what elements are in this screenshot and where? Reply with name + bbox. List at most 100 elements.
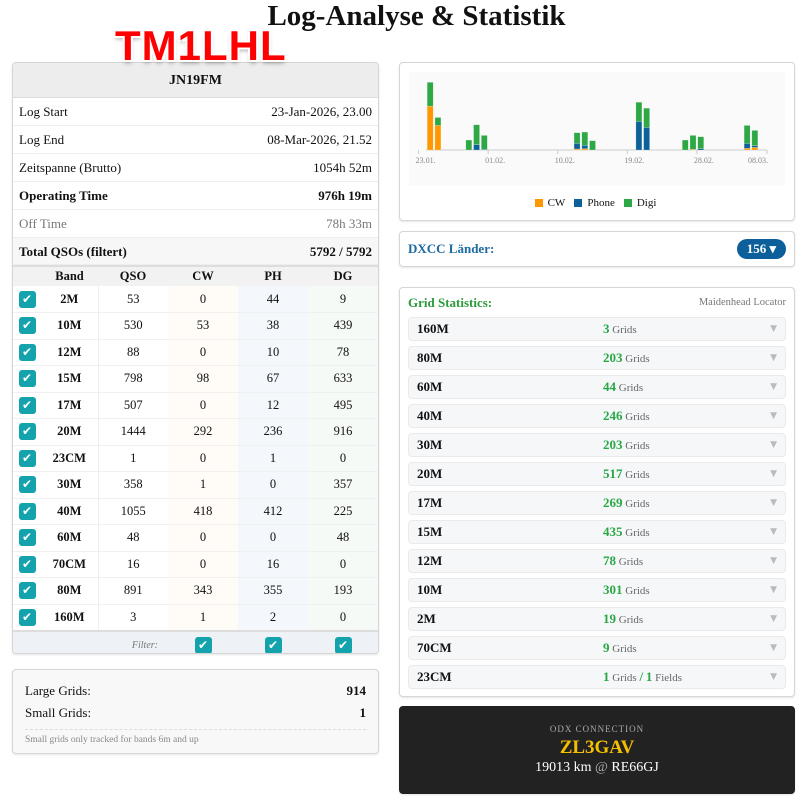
grid-band: 60M bbox=[417, 379, 443, 394]
band-cell-dg: 0 bbox=[308, 551, 378, 578]
band-cell-cw: 0 bbox=[168, 445, 238, 472]
band-cell-dg: 9 bbox=[308, 286, 378, 313]
grid-count: 203 bbox=[603, 350, 623, 365]
expand-arrow-icon[interactable]: ▼ bbox=[770, 614, 777, 624]
band-checkbox[interactable]: ✔ bbox=[18, 529, 36, 547]
band-cell-cw: 53 bbox=[168, 312, 238, 340]
dxcc-count-dropdown[interactable]: 156 ▾ bbox=[736, 239, 786, 259]
grid-unit: Grids bbox=[612, 672, 637, 684]
bar-phone bbox=[581, 145, 589, 149]
band-checkbox[interactable]: ✔ bbox=[18, 476, 36, 494]
grid-stat-item[interactable]: 30M 203 Grids ▼ bbox=[408, 433, 786, 457]
expand-arrow-icon[interactable]: ▼ bbox=[770, 527, 777, 537]
column-header: Band bbox=[41, 265, 98, 286]
band-cell-qso: 1 bbox=[98, 445, 168, 472]
grid-stat-item[interactable]: 40M 246 Grids ▼ bbox=[408, 404, 786, 428]
grid-band: 80M bbox=[417, 350, 443, 365]
expand-arrow-icon[interactable]: ▼ bbox=[770, 440, 777, 450]
expand-arrow-icon[interactable]: ▼ bbox=[770, 411, 777, 421]
summary-label: Log End bbox=[19, 132, 65, 147]
band-cell-qso: 358 bbox=[98, 471, 168, 499]
band-checkbox[interactable]: ✔ bbox=[18, 423, 36, 441]
band-cell-qso: 16 bbox=[98, 551, 168, 578]
grid-stat-item[interactable]: 17M 269 Grids ▼ bbox=[408, 491, 786, 515]
band-cell-dg: 439 bbox=[308, 312, 378, 340]
column-header: PH bbox=[238, 265, 308, 286]
band-cell-dg: 78 bbox=[308, 339, 378, 366]
summary-row: Log End 08-Mar-2026, 21.52 bbox=[13, 126, 378, 154]
band-cell-band: 12M bbox=[41, 339, 99, 366]
grid-count: 1 bbox=[603, 669, 610, 684]
expand-arrow-icon[interactable]: ▼ bbox=[770, 353, 777, 363]
band-row: ✔ 23CM 1 0 1 0 bbox=[13, 445, 378, 472]
summary-label: Operating Time bbox=[19, 188, 108, 203]
grid-stat-item[interactable]: 70CM 9 Grids ▼ bbox=[408, 636, 786, 660]
x-tick-label: 28.02. bbox=[694, 156, 714, 165]
filter-digi-checkbox[interactable]: ✔ bbox=[334, 636, 352, 653]
x-tick-label: 10.02. bbox=[555, 156, 575, 165]
bar-cw bbox=[426, 105, 434, 151]
legend-label: Digi bbox=[636, 197, 657, 209]
band-cell-qso: 3 bbox=[98, 604, 168, 631]
summary-row: Log Start 23-Jan-2026, 23.00 bbox=[13, 98, 378, 126]
band-checkbox[interactable]: ✔ bbox=[18, 370, 36, 388]
band-checkbox[interactable]: ✔ bbox=[18, 290, 36, 308]
legend-item[interactable]: Digi bbox=[623, 197, 660, 209]
expand-arrow-icon[interactable]: ▼ bbox=[770, 643, 777, 653]
expand-arrow-icon[interactable]: ▼ bbox=[770, 672, 777, 682]
filter-phone-checkbox[interactable]: ✔ bbox=[264, 636, 282, 653]
legend-item[interactable]: CW bbox=[534, 197, 569, 209]
band-cell-dg: 225 bbox=[308, 498, 378, 525]
expand-arrow-icon[interactable]: ▼ bbox=[770, 469, 777, 479]
field-count: 1 bbox=[645, 669, 653, 684]
grid-separator: / bbox=[639, 669, 644, 684]
grid-stat-item[interactable]: 20M 517 Grids ▼ bbox=[408, 462, 786, 486]
expand-arrow-icon[interactable]: ▼ bbox=[770, 556, 777, 566]
legend-item[interactable]: Phone bbox=[574, 197, 618, 209]
band-checkbox[interactable]: ✔ bbox=[18, 502, 36, 520]
expand-arrow-icon[interactable]: ▼ bbox=[770, 382, 777, 392]
grid-unit: Grids bbox=[625, 585, 650, 597]
grid-stat-item[interactable]: 2M 19 Grids ▼ bbox=[408, 607, 786, 631]
expand-arrow-icon[interactable]: ▼ bbox=[770, 324, 777, 334]
grid-stat-item[interactable]: 80M 203 Grids ▼ bbox=[408, 346, 786, 370]
bar-phone bbox=[573, 143, 581, 150]
band-cell-band: 20M bbox=[41, 418, 99, 446]
grid-band: 12M bbox=[417, 553, 443, 568]
band-cell-band: 160M bbox=[41, 604, 99, 631]
grid-stat-item[interactable]: 23CM 1 Grids / 1 Fields ▼ bbox=[408, 665, 786, 689]
chart-background bbox=[409, 72, 785, 186]
grid-stat-item[interactable]: 12M 78 Grids ▼ bbox=[408, 549, 786, 573]
band-cell-ph: 38 bbox=[238, 312, 308, 340]
grid-stat-item[interactable]: 15M 435 Grids ▼ bbox=[408, 520, 786, 544]
x-tick-label: 23.01. bbox=[416, 156, 436, 165]
bar-digi bbox=[473, 124, 480, 145]
band-checkbox[interactable]: ✔ bbox=[18, 449, 36, 467]
summary-row: Off Time 78h 33m bbox=[13, 210, 378, 238]
band-cell-band: 60M bbox=[41, 524, 99, 552]
filter-cw-checkbox[interactable]: ✔ bbox=[194, 636, 212, 653]
grid-count: 19 bbox=[603, 611, 616, 626]
grid-stat-item[interactable]: 10M 301 Grids ▼ bbox=[408, 578, 786, 602]
grid-stat-item[interactable]: 60M 44 Grids ▼ bbox=[408, 375, 786, 399]
band-checkbox[interactable]: ✔ bbox=[18, 343, 36, 361]
band-checkbox[interactable]: ✔ bbox=[18, 317, 36, 335]
band-cell-ph: 236 bbox=[238, 418, 308, 446]
band-cell-qso: 48 bbox=[98, 524, 168, 552]
summary-value: 5792 / 5792 bbox=[309, 244, 372, 259]
band-checkbox[interactable]: ✔ bbox=[18, 608, 36, 626]
band-cell-band: 40M bbox=[41, 498, 99, 525]
band-checkbox[interactable]: ✔ bbox=[18, 582, 36, 600]
expand-arrow-icon[interactable]: ▼ bbox=[770, 585, 777, 595]
expand-arrow-icon[interactable]: ▼ bbox=[770, 498, 777, 508]
grid-stat-item[interactable]: 160M 3 Grids ▼ bbox=[408, 317, 786, 341]
bar-digi bbox=[689, 135, 697, 150]
band-checkbox[interactable]: ✔ bbox=[18, 555, 36, 573]
grid-unit: Grids bbox=[625, 411, 650, 423]
band-cell-qso: 891 bbox=[98, 577, 168, 605]
summary-value: 23-Jan-2026, 23.00 bbox=[271, 104, 372, 119]
grid-unit: Grids bbox=[618, 382, 644, 394]
bar-digi bbox=[434, 117, 442, 126]
band-cell-dg: 916 bbox=[308, 418, 378, 446]
band-checkbox[interactable]: ✔ bbox=[18, 396, 36, 414]
